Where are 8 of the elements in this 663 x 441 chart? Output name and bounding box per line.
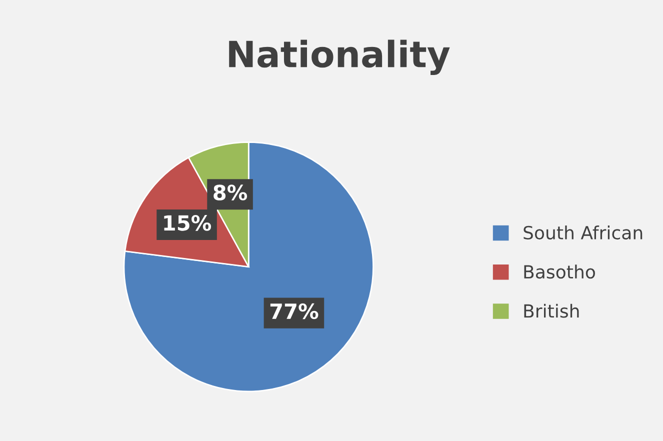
data-label: 77% — [270, 303, 318, 320]
data-label: 8% — [214, 184, 248, 200]
legend-label: South African — [524, 226, 642, 240]
legend-label: British — [524, 304, 579, 318]
pie-slice — [123, 141, 374, 392]
data-label: 15% — [164, 215, 212, 231]
chart-title: Nationality — [229, 40, 450, 75]
legend-label: Basotho — [524, 264, 595, 279]
